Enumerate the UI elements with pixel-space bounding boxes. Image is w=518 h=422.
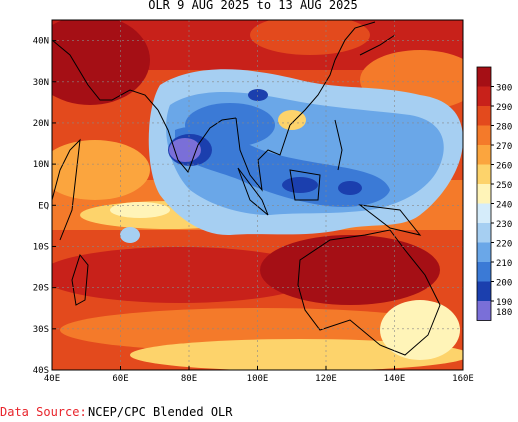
colorbar-swatch (477, 301, 491, 321)
olr-field-china-warm (250, 20, 370, 55)
coastline-africa (52, 138, 81, 241)
y-tick-label: 40S (33, 366, 49, 376)
olr-field-arabia-max (52, 20, 150, 105)
x-axis-ticks: 40E 60E 80E 100E 120E 140E 160E (44, 366, 474, 384)
colorbar-label: 270 (496, 142, 512, 152)
coastlines (52, 21, 441, 356)
x-tick-label: 160E (452, 374, 474, 384)
colorbar-swatch (477, 125, 491, 145)
olr-field-pacific-deep (338, 181, 362, 195)
chart-title: OLR 9 AUG 2025 to 13 AUG 2025 (148, 0, 358, 12)
coastline-arabia (52, 39, 159, 111)
olr-field-s-china-warm (278, 110, 306, 130)
coastline-australia (297, 229, 441, 356)
coastline-sumatra (237, 167, 269, 216)
olr-field-bay-of-bengal-deep (185, 103, 275, 147)
map-area (52, 20, 463, 370)
colorbar-label: 250 (496, 181, 512, 191)
colorbar-label: 300 (496, 84, 512, 94)
olr-field-indochina-deep (248, 89, 268, 101)
colorbar-swatch (477, 106, 491, 126)
y-tick-label: EQ (38, 201, 49, 211)
y-tick-label: 30N (33, 78, 49, 88)
x-tick-label: 100E (247, 374, 269, 384)
colorbar-label: 240 (496, 201, 512, 211)
colorbar-swatch (477, 281, 491, 301)
x-tick-label: 80E (181, 374, 197, 384)
olr-field-south-yellow (130, 339, 463, 370)
colorbar-swatch (477, 145, 491, 165)
coastline-se-asia (235, 59, 336, 192)
y-tick-label: 30S (33, 325, 49, 335)
colorbar-swatch (477, 67, 491, 87)
olr-field-australia-max (260, 235, 440, 305)
x-tick-label: 140E (384, 374, 406, 384)
coastline-india (157, 109, 237, 173)
colorbar-swatch (477, 164, 491, 184)
colorbar-swatch (477, 203, 491, 223)
y-tick-label: 20S (33, 284, 49, 294)
data-source-value: NCEP/CPC Blended OLR (88, 405, 233, 419)
y-tick-label: 40N (33, 37, 49, 47)
colorbar-label: 230 (496, 220, 512, 230)
x-tick-label: 60E (112, 374, 128, 384)
coastline-madagascar (71, 253, 89, 306)
colorbar-label: 200 (496, 279, 512, 289)
olr-field-arabian-sea-warm (52, 140, 150, 200)
y-tick-label: 10S (33, 242, 49, 252)
y-axis-ticks: 40N 30N 20N 10N EQ 10S 20S 30S 40S (33, 37, 56, 376)
colorbar-label: 190 (496, 298, 512, 308)
colorbar-swatch (477, 86, 491, 106)
y-tick-label: 10N (33, 160, 49, 170)
olr-field-maritime-deep (282, 177, 318, 193)
colorbar-swatch (477, 223, 491, 243)
coastline-new-guinea (358, 204, 422, 236)
colorbar-label: 220 (496, 240, 512, 250)
colorbar-swatch (477, 262, 491, 282)
olr-field-se-pale (380, 300, 460, 360)
colorbar-label: 260 (496, 162, 512, 172)
colorbar-label: 290 (496, 103, 512, 113)
data-source-label: Data Source: (0, 405, 87, 419)
colorbar-swatch (477, 242, 491, 262)
colorbar-frame (476, 66, 492, 321)
olr-field-nw-indian-blue (120, 227, 140, 243)
x-tick-label: 120E (315, 374, 337, 384)
colorbar-label: 180 (496, 308, 512, 318)
coastline-japan (359, 34, 396, 56)
coastline-east-asia (334, 21, 376, 61)
y-tick-label: 20N (33, 119, 49, 129)
colorbar-label: 210 (496, 259, 512, 269)
coastline-philippines (334, 119, 343, 171)
olr-field-eq-io-pale (110, 202, 170, 218)
gridlines (52, 20, 463, 370)
olr-field-south-io-red (52, 247, 320, 303)
x-tick-label: 40E (44, 374, 60, 384)
coastline-borneo (289, 169, 321, 201)
colorbar-label: 280 (496, 123, 512, 133)
colorbar-swatch (477, 184, 491, 204)
